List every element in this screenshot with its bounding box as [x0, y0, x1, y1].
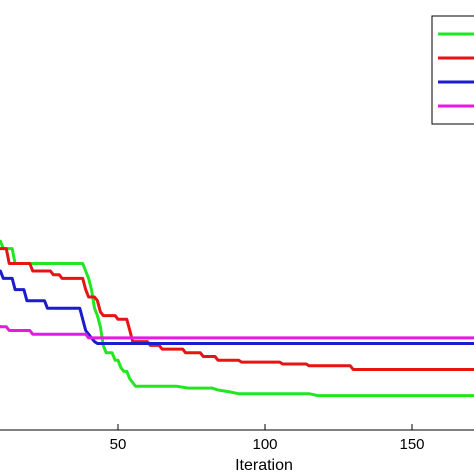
- x-tick-label-50: 50: [110, 436, 127, 453]
- x-tick-layer: 50 100 150: [110, 424, 425, 453]
- legend-box: [431, 15, 474, 125]
- x-axis-label: Iteration: [235, 457, 293, 474]
- series-line-4: [0, 324, 474, 340]
- x-tick-label-100: 100: [252, 436, 277, 453]
- series-layer: [0, 239, 474, 398]
- legend: [431, 15, 474, 125]
- plot-area: [0, 0, 474, 452]
- series-line-2: [0, 247, 474, 371]
- x-tick-label-150: 150: [399, 436, 424, 453]
